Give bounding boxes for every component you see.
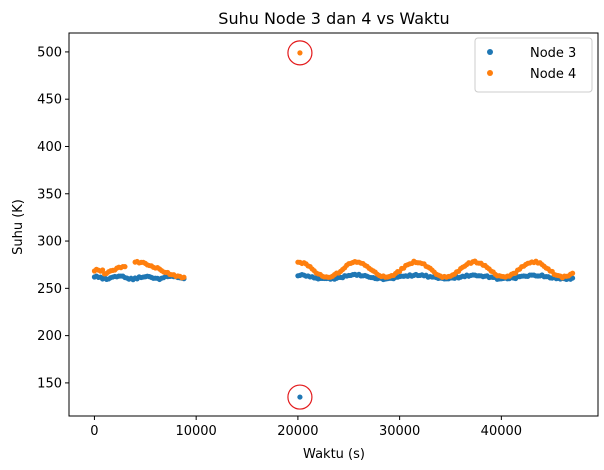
y-tick-label: 350 [37, 187, 62, 202]
outlier-point [297, 394, 303, 400]
legend-label: Node 3 [530, 46, 576, 61]
y-tick-label: 300 [37, 235, 62, 250]
x-tick-label: 10000 [175, 424, 216, 439]
y-tick-label: 450 [37, 93, 62, 108]
legend-marker [487, 49, 493, 55]
y-tick-label: 200 [37, 329, 62, 344]
x-tick-label: 20000 [277, 424, 318, 439]
plot-frame [68, 32, 599, 417]
legend: Node 3 Node 4 [474, 37, 593, 93]
data-point [569, 275, 576, 281]
y-tick-label: 400 [37, 140, 62, 155]
x-tick-label: 40000 [481, 424, 522, 439]
series-node-3 [91, 271, 576, 400]
y-tick-label: 500 [37, 45, 62, 60]
legend-label: Node 4 [530, 67, 576, 82]
plot-area [91, 40, 576, 410]
y-tick-label: 150 [37, 376, 62, 391]
data-point [569, 270, 576, 276]
data-point [99, 267, 106, 273]
data-point [122, 264, 128, 270]
highlight-circle [287, 40, 313, 66]
data-point [181, 274, 187, 280]
chart-title: Suhu Node 3 dan 4 vs Waktu [218, 9, 449, 28]
y-tick-label: 250 [37, 282, 62, 297]
legend-box [474, 37, 593, 93]
y-axis-label: Suhu (K) [11, 199, 26, 255]
x-axis-label: Waktu (s) [303, 447, 365, 462]
x-tick-label: 30000 [379, 424, 420, 439]
series-node-4 [91, 50, 576, 281]
legend-marker [487, 70, 493, 76]
x-tick-label: 0 [90, 424, 98, 439]
highlight-circle [287, 384, 313, 410]
axes: 0 10000 20000 30000 40000 150 200 250 300 350 400 4… [37, 32, 599, 439]
outlier-point [297, 50, 303, 56]
